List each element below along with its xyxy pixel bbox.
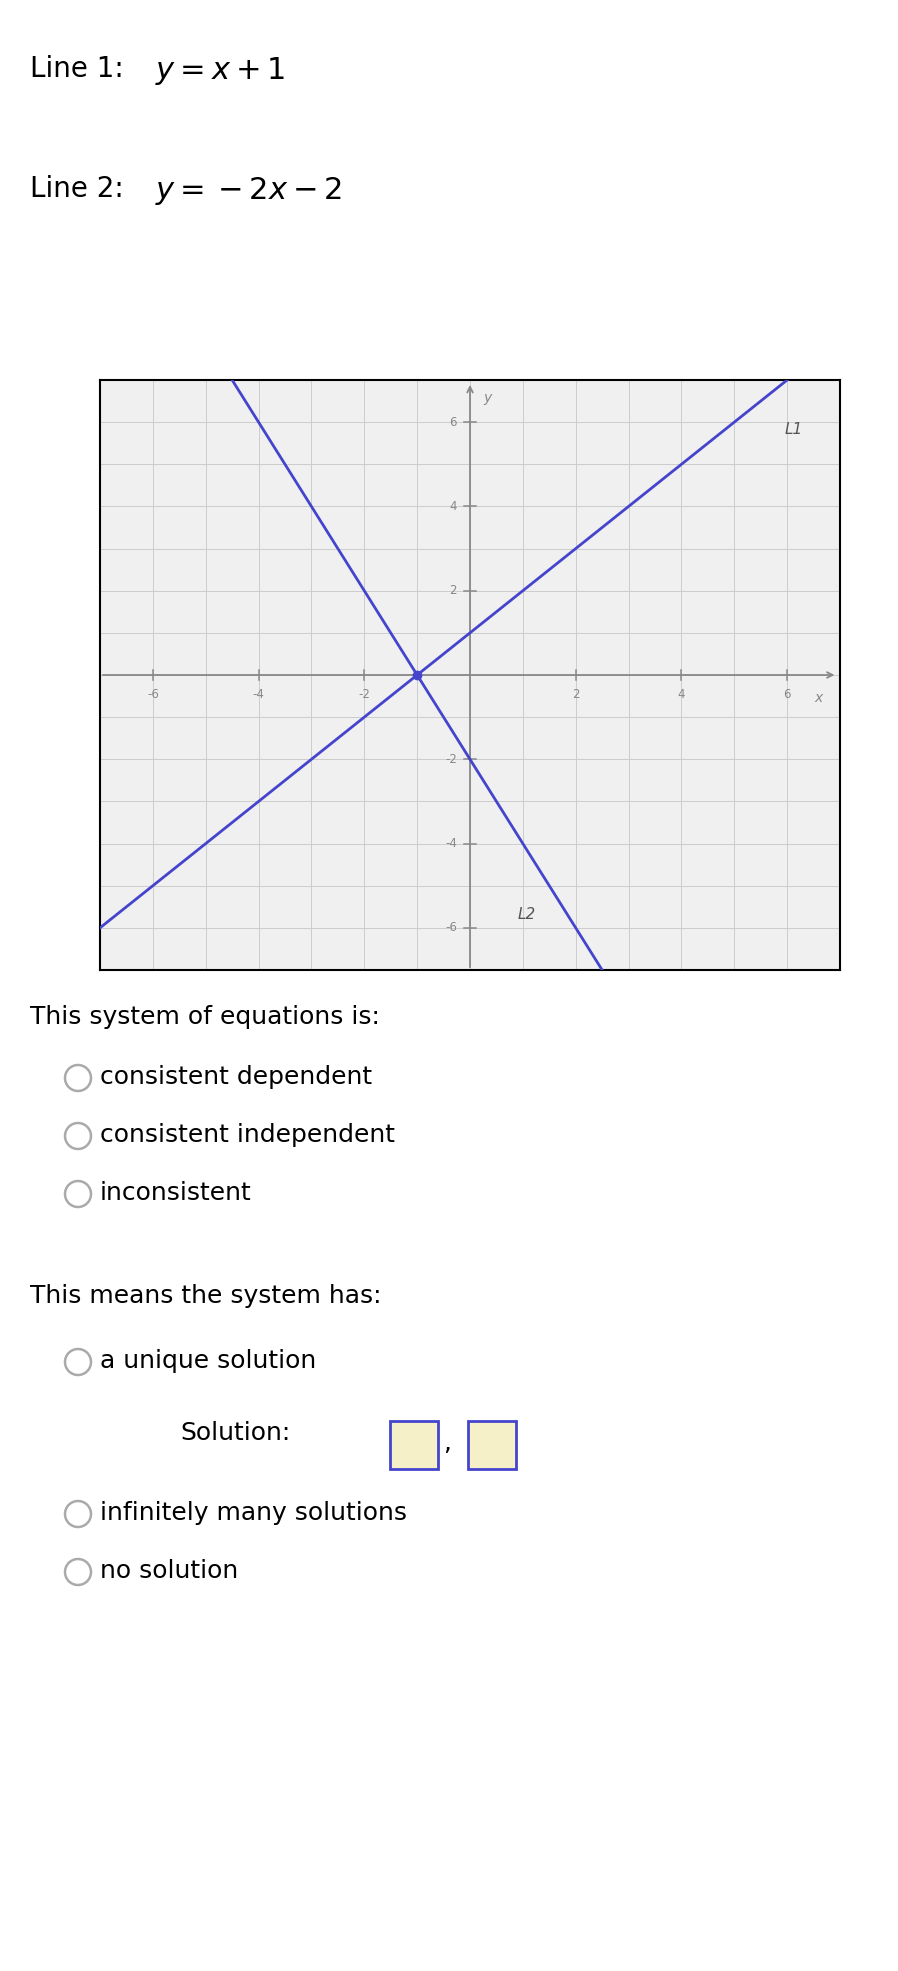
Text: -4: -4 [252,688,265,702]
Text: -2: -2 [358,688,370,702]
Text: -6: -6 [147,688,159,702]
Text: $y=x+1$: $y=x+1$ [155,55,286,87]
Text: L1: L1 [785,422,803,438]
Text: ,: , [443,1431,451,1455]
Text: consistent independent: consistent independent [100,1123,395,1147]
Text: inconsistent: inconsistent [100,1181,251,1204]
Text: Solution:: Solution: [180,1421,290,1445]
Text: no solution: no solution [100,1559,238,1583]
Text: consistent dependent: consistent dependent [100,1064,372,1090]
Text: 4: 4 [449,501,457,512]
Text: 6: 6 [449,416,457,428]
Text: Line 1:: Line 1: [30,55,133,83]
Text: L2: L2 [517,907,536,922]
Text: $y=-2x-2$: $y=-2x-2$ [155,175,342,207]
Text: Line 2:: Line 2: [30,175,133,203]
Text: y: y [483,390,491,404]
Text: 2: 2 [449,583,457,597]
Text: 6: 6 [783,688,791,702]
Text: -2: -2 [445,753,457,767]
Text: -4: -4 [445,838,457,850]
Text: 4: 4 [678,688,685,702]
Text: -6: -6 [445,920,457,934]
Text: infinitely many solutions: infinitely many solutions [100,1502,407,1526]
Text: This system of equations is:: This system of equations is: [30,1005,380,1029]
Text: x: x [814,692,823,706]
Text: This means the system has:: This means the system has: [30,1283,382,1309]
Text: a unique solution: a unique solution [100,1348,316,1374]
Text: 2: 2 [572,688,579,702]
